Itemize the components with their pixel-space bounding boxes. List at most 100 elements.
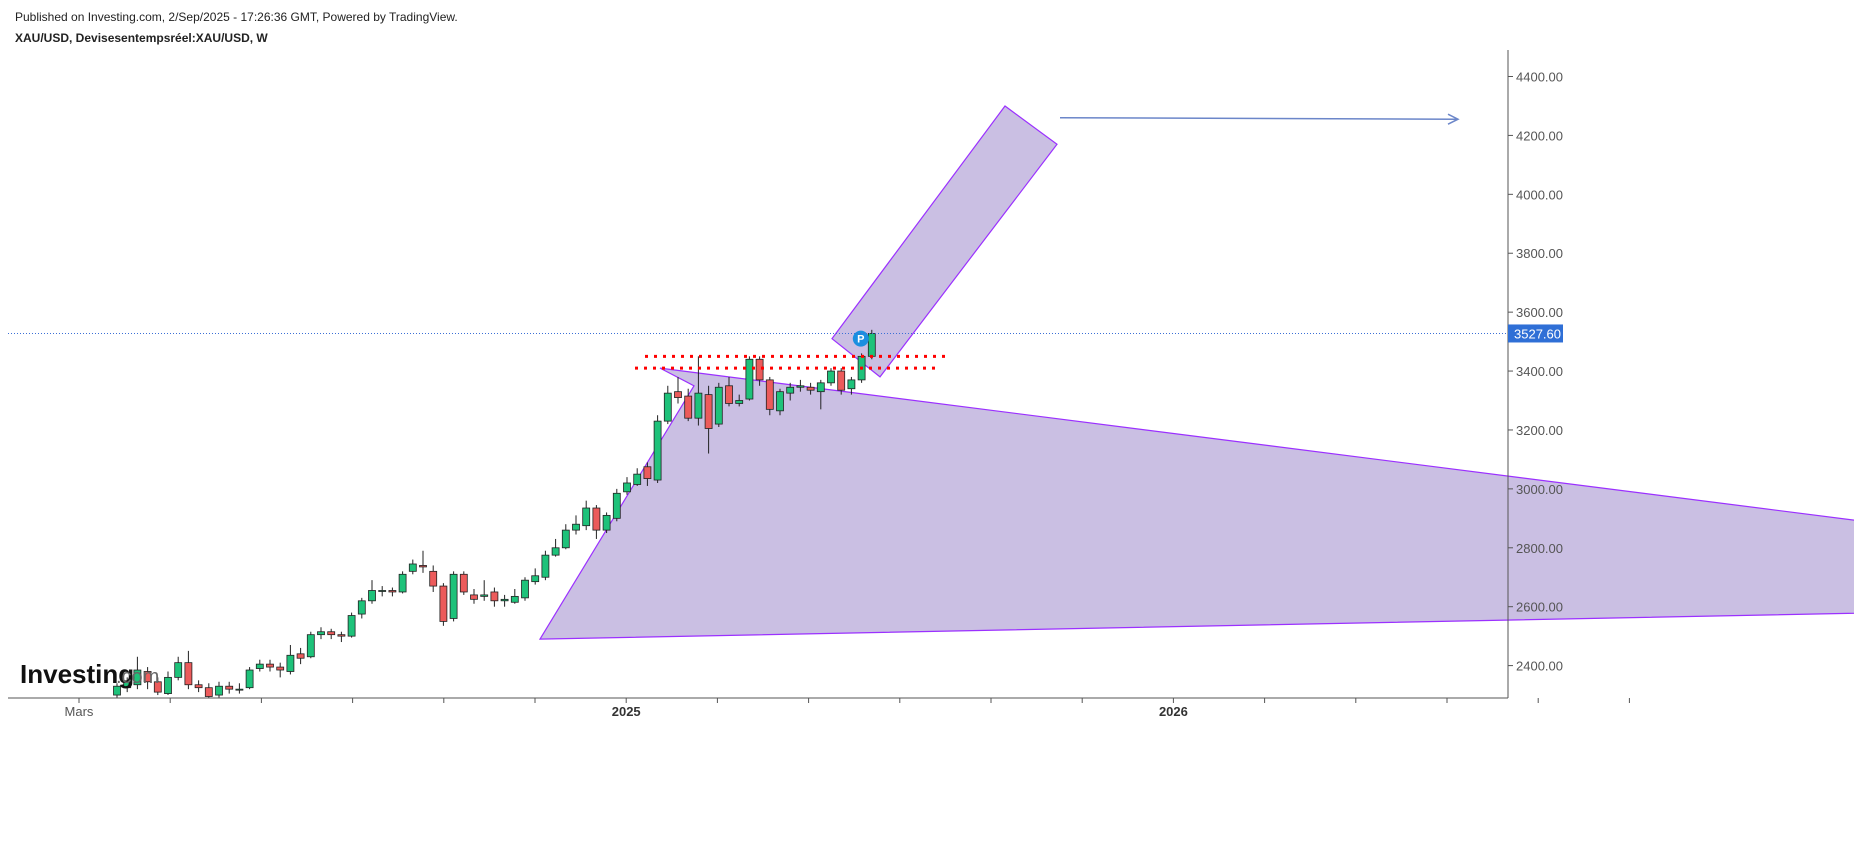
candle <box>470 589 478 604</box>
candle-body <box>419 565 427 568</box>
candle-body <box>388 590 397 593</box>
candle <box>837 368 846 395</box>
candle-body <box>347 615 356 637</box>
candle <box>592 505 601 539</box>
candle <box>459 571 468 595</box>
candle-body <box>235 688 244 691</box>
candle <box>143 667 152 690</box>
candle-body <box>816 382 825 393</box>
y-tick-label: 3400.00 <box>1516 364 1563 379</box>
candle-body <box>276 666 285 671</box>
candle-body <box>327 631 336 636</box>
candle-body <box>704 394 713 429</box>
y-tick-label: 3600.00 <box>1516 305 1563 320</box>
candle-body <box>215 685 223 696</box>
candle-body <box>561 529 570 549</box>
candle-body <box>184 662 193 686</box>
candle-body <box>439 585 448 622</box>
candle-body <box>266 663 274 668</box>
candle <box>225 681 234 694</box>
candle-body <box>643 466 652 479</box>
candle-body <box>490 591 499 602</box>
candle <box>174 656 183 681</box>
candle <box>663 385 672 425</box>
candle <box>408 559 417 575</box>
candle <box>327 628 336 640</box>
x-tick-label: Mars <box>65 704 94 719</box>
candle <box>551 538 560 557</box>
candle <box>674 376 682 404</box>
candle <box>704 385 713 454</box>
candle-body <box>408 563 417 572</box>
candle <box>714 382 723 428</box>
logo-wordmark: Investing <box>20 659 134 689</box>
drawing-channels <box>538 105 1854 640</box>
candle <box>572 515 580 535</box>
candle <box>510 589 519 604</box>
candle-body <box>133 669 142 686</box>
candle <box>419 550 427 573</box>
published-caption: Published on Investing.com, 2/Sep/2025 -… <box>15 10 458 24</box>
arrow-head-icon <box>1447 113 1460 125</box>
candle <box>388 587 397 597</box>
candle-body <box>153 681 162 693</box>
y-tick-label: 4200.00 <box>1516 128 1563 143</box>
y-tick-label: 3000.00 <box>1516 482 1563 497</box>
candle <box>541 550 550 581</box>
candle-body <box>113 685 121 696</box>
candle-body <box>867 333 876 357</box>
candle-body <box>694 392 703 419</box>
y-tick-label: 3200.00 <box>1516 423 1563 438</box>
candle-body <box>847 379 856 390</box>
candle-body <box>674 391 682 398</box>
candle <box>439 583 448 626</box>
candle-body <box>725 385 733 404</box>
candle-body <box>714 386 723 425</box>
target-arrow-line <box>1059 116 1459 120</box>
candle-body <box>337 634 346 637</box>
candle <box>337 631 346 643</box>
investing-logo: Investing.com <box>20 659 159 689</box>
candle <box>561 524 570 550</box>
candle <box>286 644 295 675</box>
candle <box>164 671 172 696</box>
last-price-label: 3527.60 <box>1514 326 1561 341</box>
price-marker-icon <box>852 330 869 347</box>
candle <box>725 376 733 407</box>
y-tick-label: 2400.00 <box>1516 659 1563 674</box>
candle-body <box>765 379 774 410</box>
candle-body <box>123 681 132 689</box>
candle-body <box>317 631 325 636</box>
y-tick-label: 4000.00 <box>1516 187 1563 202</box>
drawing-annotations: P <box>635 113 1460 370</box>
axes-layer: 2400.00 2600.00 2800.00 3000.00 3200.00 3400.… <box>8 50 1630 719</box>
candle-body <box>164 676 172 694</box>
candles-layer <box>113 329 876 698</box>
candle <box>765 376 774 416</box>
chart-header: Published on Investing.com, 2/Sep/2025 -… <box>15 8 458 47</box>
candle-body <box>306 634 315 658</box>
last-price-badge <box>1508 324 1563 343</box>
candle <box>582 500 591 531</box>
candle <box>847 376 856 395</box>
candle-body <box>174 662 183 678</box>
y-tick-label: 2800.00 <box>1516 541 1563 556</box>
candle-body <box>378 590 387 592</box>
candle-body <box>204 687 213 697</box>
candle <box>806 382 815 395</box>
candle-body <box>480 594 489 597</box>
candle-body <box>225 685 234 690</box>
candle-body <box>602 514 611 531</box>
candle-body <box>837 370 846 391</box>
x-tick-label: 2025 <box>612 704 641 719</box>
candle-body <box>827 370 835 384</box>
candle <box>643 462 652 486</box>
candle-body <box>592 507 601 531</box>
candle <box>816 379 825 410</box>
candle <box>786 382 795 401</box>
x-tick-label: 2026 <box>1159 704 1188 719</box>
y-tick-label: 3800.00 <box>1516 246 1563 261</box>
candle-body <box>398 573 407 593</box>
candle <box>521 577 529 601</box>
